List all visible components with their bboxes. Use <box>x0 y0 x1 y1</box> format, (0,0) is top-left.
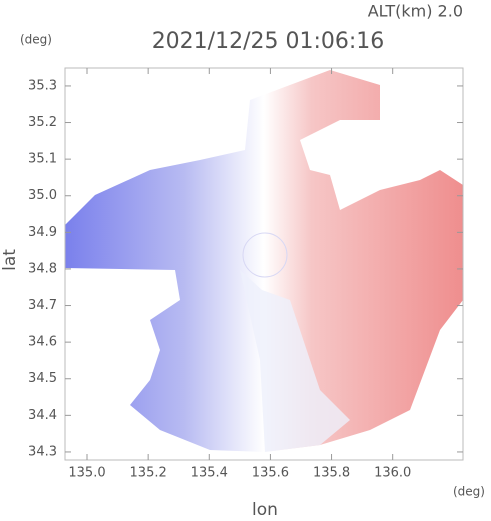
y-tick-label: 35.0 <box>28 188 57 203</box>
x-tick-label: 135.0 <box>68 466 105 481</box>
y-tick-label: 35.3 <box>28 78 57 93</box>
y-tick-label: 34.8 <box>28 261 57 276</box>
x-axis-title: lon <box>252 500 278 520</box>
y-tick-label: 34.5 <box>28 371 57 386</box>
y-tick-label: 35.2 <box>28 115 57 130</box>
y-tick-label: 34.9 <box>28 225 57 240</box>
x-tick-label: 135.4 <box>191 466 228 481</box>
y-tick-label: 34.6 <box>28 335 57 350</box>
plot-frame <box>64 67 464 461</box>
y-unit: (deg) <box>20 33 52 47</box>
y-tick-label: 34.7 <box>28 298 57 313</box>
x-tick-label: 135.6 <box>252 466 289 481</box>
y-tick-label: 34.3 <box>28 444 57 459</box>
y-tick-label: 34.4 <box>28 408 57 423</box>
velocity-field <box>65 70 463 452</box>
x-tick-label: 135.8 <box>313 466 350 481</box>
altitude-label: ALT(km) 2.0 <box>368 2 463 21</box>
x-tick-label: 136.0 <box>374 466 411 481</box>
chart-title: 2021/12/25 01:06:16 <box>152 29 385 54</box>
x-tick-label: 135.2 <box>130 466 167 481</box>
x-unit: (deg) <box>453 485 485 499</box>
y-axis-title: lat <box>0 249 20 271</box>
y-tick-label: 35.1 <box>28 152 57 167</box>
